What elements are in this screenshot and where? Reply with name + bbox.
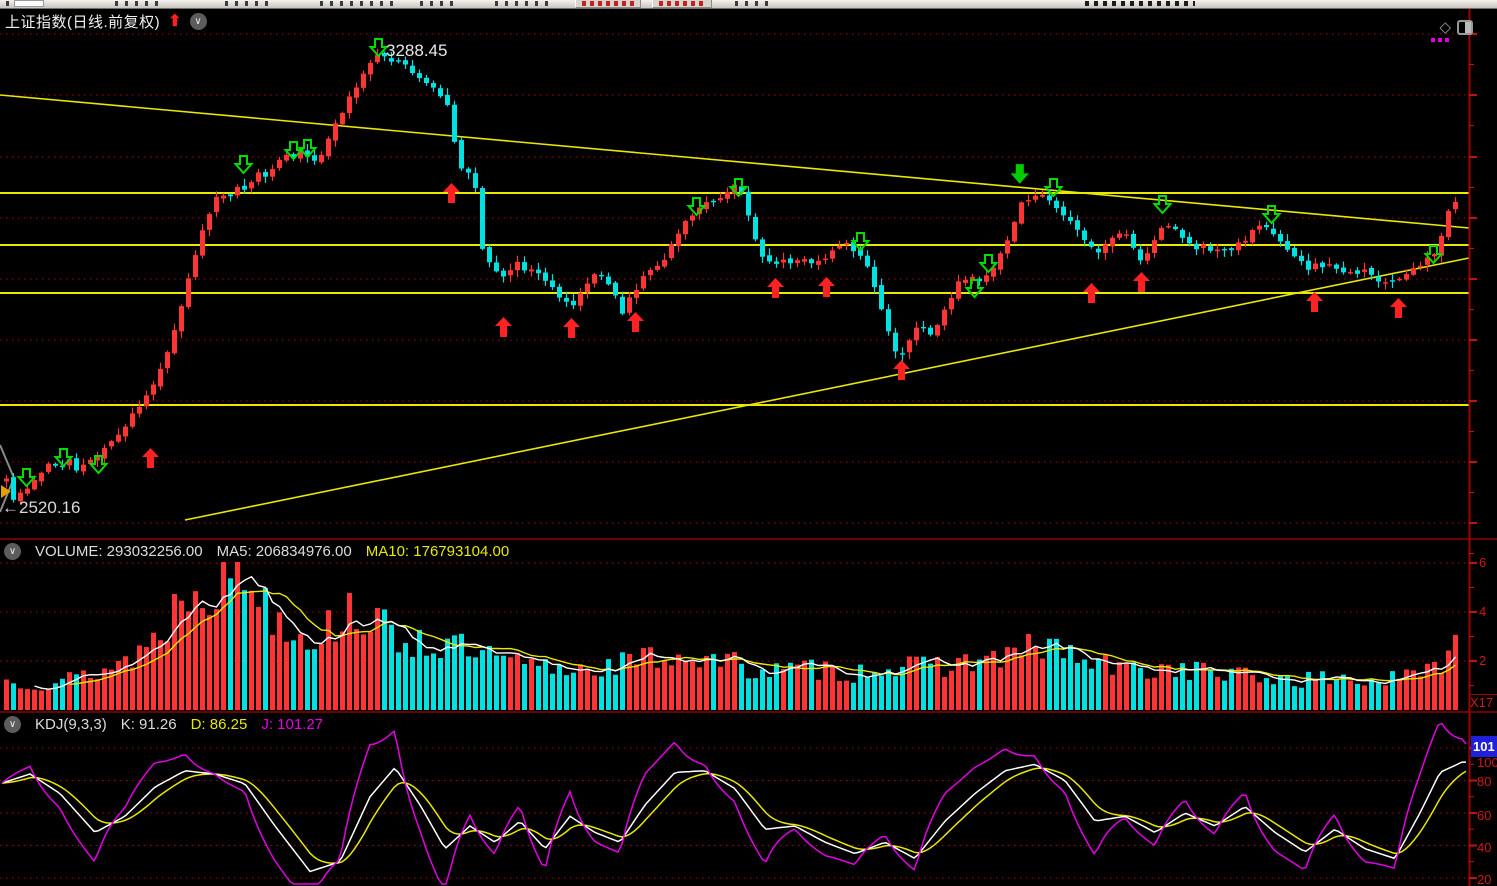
toolbar-menu-fragment	[495, 1, 555, 6]
chevron-down-icon: ∨	[8, 545, 17, 557]
volume-value-label: VOLUME: 293032256.00	[35, 543, 203, 560]
chevron-down-icon: ∨	[194, 15, 202, 27]
kdj-axis-label: 60	[1477, 808, 1492, 823]
low-price-label: ←2520.16	[2, 498, 81, 517]
toolbar-input-fragment	[14, 0, 44, 7]
toolbar-icon-fragment	[6, 1, 14, 6]
peak-price-label: 3288.45	[386, 41, 448, 60]
volume-axis-label: 2	[1479, 653, 1487, 668]
toolbar-menu-fragment	[115, 1, 165, 6]
volume-axis-unit-label: X17	[1470, 694, 1497, 712]
split-window-icon[interactable]	[1457, 20, 1473, 35]
kdj-axis-label: 20	[1477, 872, 1492, 886]
toolbar-menu-fragment	[420, 1, 455, 6]
toolbar-menu-fragment	[320, 1, 395, 6]
page-title: 上证指数(日线.前复权)	[5, 14, 161, 31]
volume-axis-label: 4	[1479, 604, 1487, 619]
kdj-pane-header: ∨ KDJ(9,3,3) K: 91.26 D: 86.25 J: 101.27	[4, 716, 323, 733]
top-toolbar[interactable]	[0, 0, 1497, 9]
kdj-name-label: KDJ(9,3,3)	[35, 716, 107, 733]
collapse-volume-pane-button[interactable]: ∨	[4, 543, 21, 560]
toolbar-red-button[interactable]	[652, 0, 712, 8]
kdj-axis-label: 80	[1477, 774, 1492, 789]
collapse-main-pane-button[interactable]: ∨	[189, 13, 207, 30]
main-pane-tools: ◇	[1439, 20, 1473, 35]
kdj-axis-label: 40	[1477, 840, 1492, 855]
volume-axis-label: 6	[1479, 555, 1487, 570]
volume-pane-header: ∨ VOLUME: 293032256.00 MA5: 206834976.00…	[4, 543, 509, 560]
chevron-down-icon: ∨	[8, 718, 17, 730]
diamond-tool-icon[interactable]: ◇	[1439, 19, 1451, 36]
collapse-kdj-pane-button[interactable]: ∨	[4, 716, 21, 733]
kdj-axis-label: 100	[1477, 755, 1497, 770]
kdj-current-value-badge: 101	[1471, 736, 1497, 757]
toolbar-menu-fragment	[735, 1, 775, 6]
more-dots-icon[interactable]	[1431, 38, 1449, 42]
main-pane-header: 上证指数(日线.前复权) ⬆ ∨	[5, 11, 207, 32]
trend-up-icon: ⬆	[168, 12, 182, 30]
volume-ma5-label: MA5: 206834976.00	[216, 543, 352, 560]
kdj-d-label: D: 86.25	[190, 716, 248, 733]
toolbar-menu-fragment	[1085, 1, 1195, 6]
toolbar-menu-fragment	[225, 1, 270, 6]
toolbar-red-button[interactable]	[575, 0, 641, 8]
kdj-j-label: J: 101.27	[261, 716, 324, 733]
volume-ma10-label: MA10: 176793104.00	[365, 543, 510, 560]
kdj-k-label: K: 91.26	[120, 716, 177, 733]
